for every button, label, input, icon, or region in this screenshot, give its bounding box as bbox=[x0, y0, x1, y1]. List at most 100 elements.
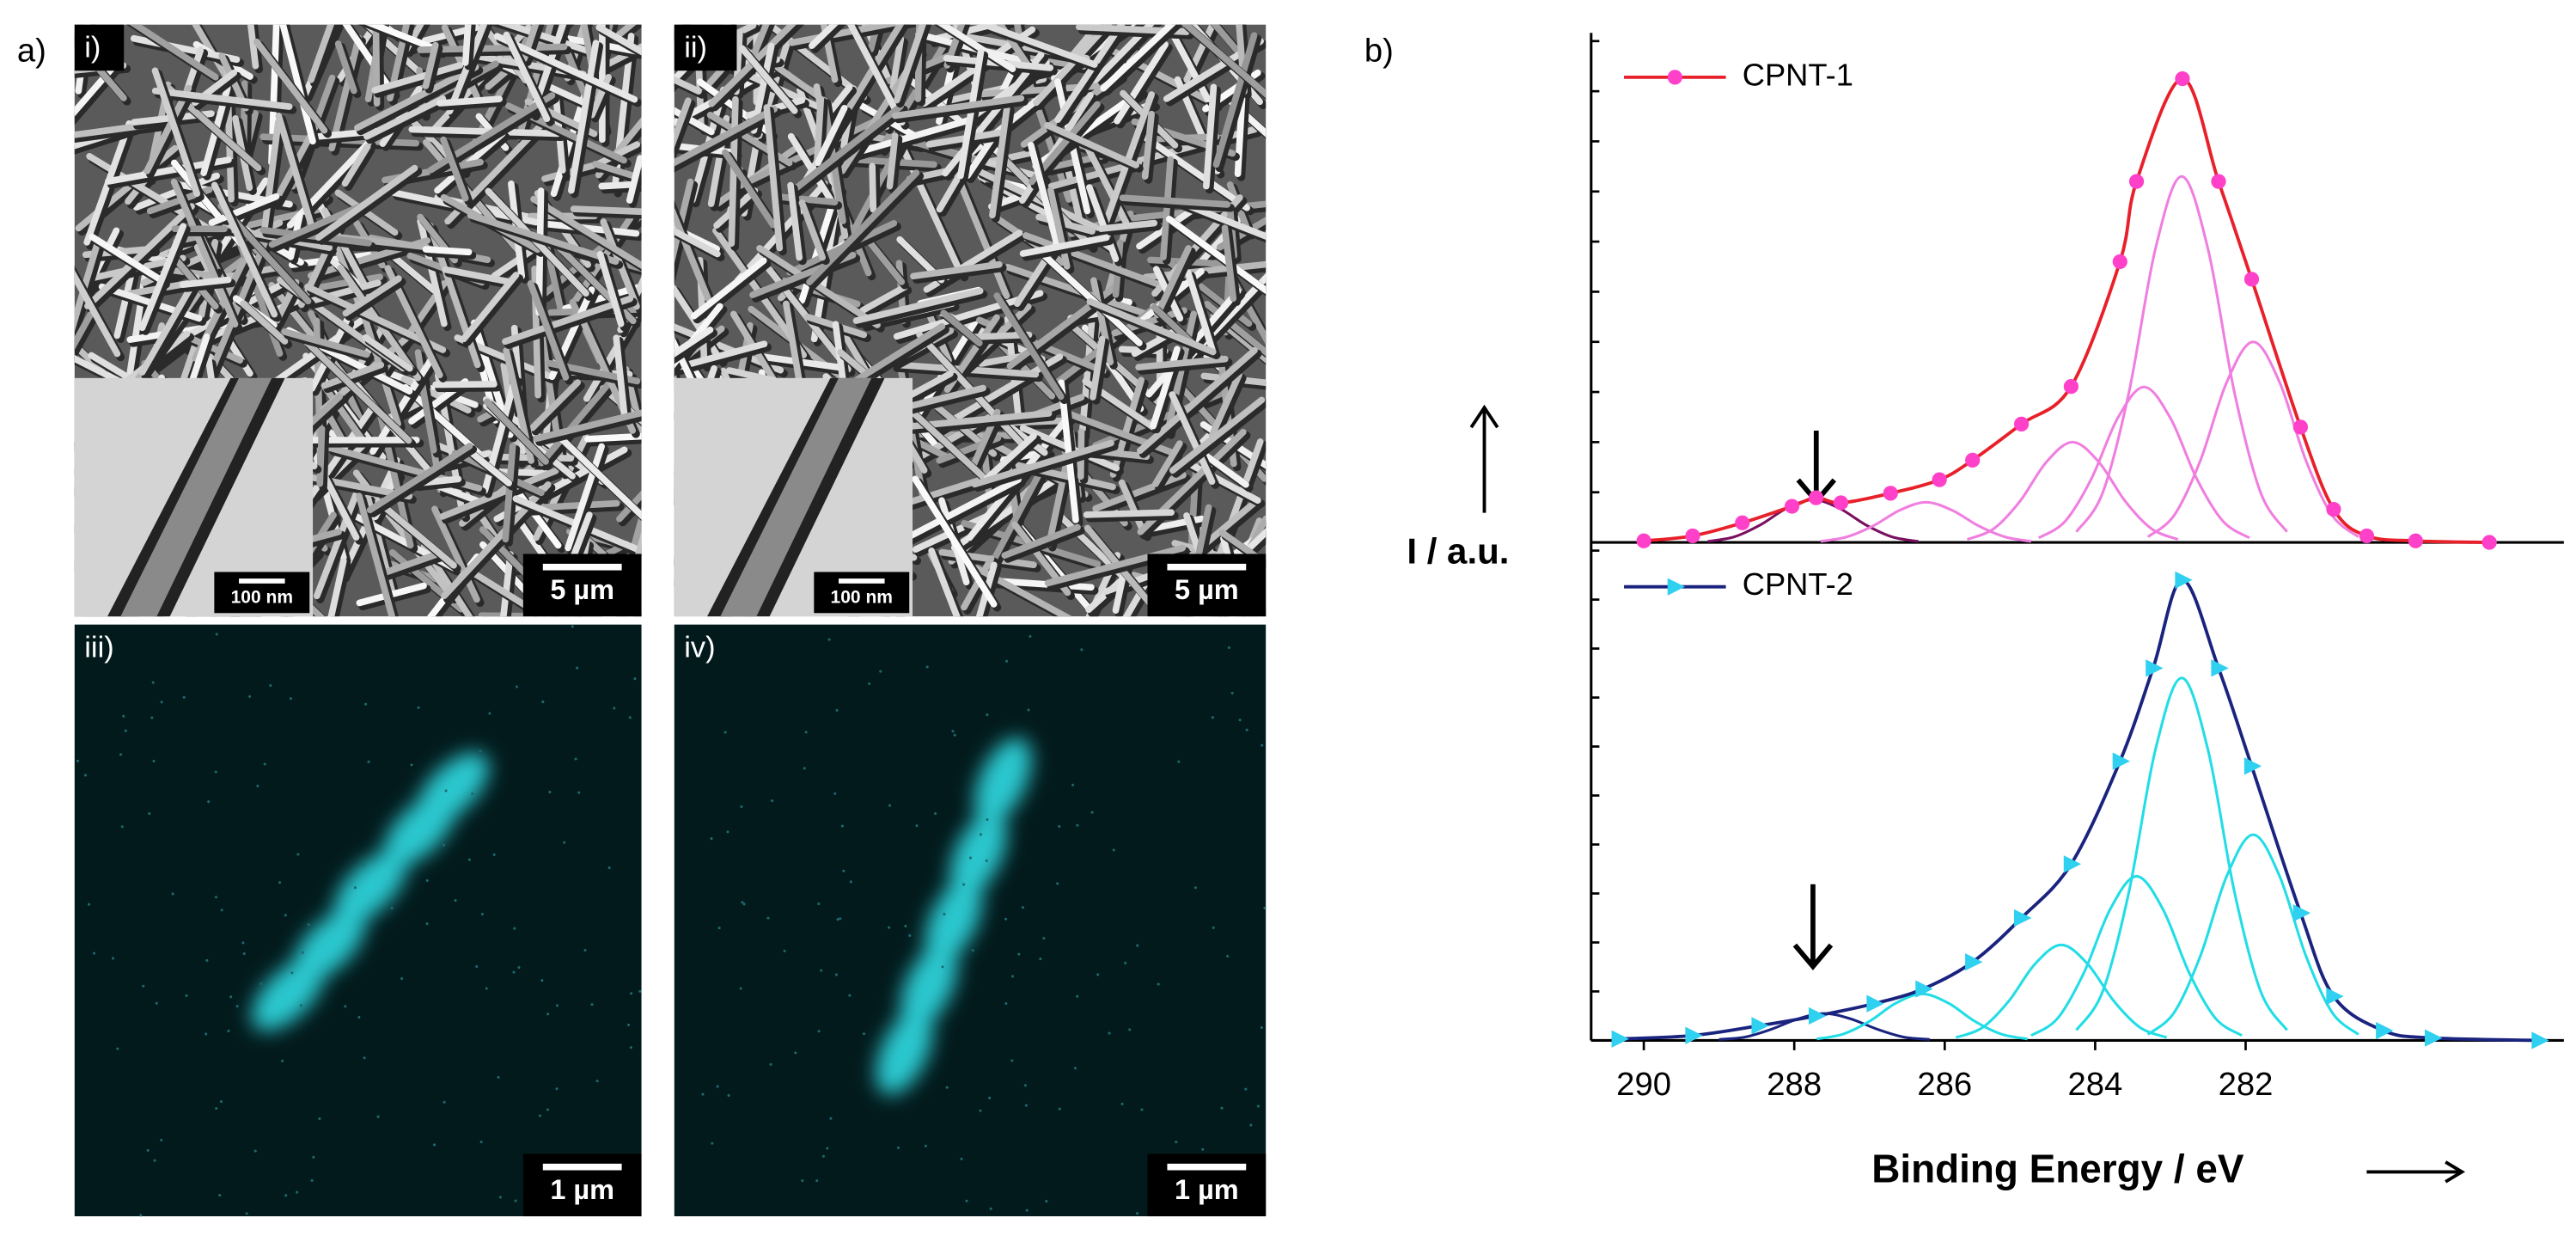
noise bbox=[444, 789, 448, 792]
noise bbox=[769, 1062, 772, 1066]
noise bbox=[1021, 906, 1024, 909]
fiber bbox=[484, 398, 549, 465]
fiber bbox=[442, 266, 512, 285]
noise bbox=[253, 1149, 257, 1153]
noise bbox=[207, 800, 211, 804]
fiber bbox=[342, 275, 402, 317]
fiber-shadow bbox=[210, 237, 274, 380]
noise bbox=[218, 1194, 222, 1197]
noise bbox=[182, 695, 186, 699]
noise bbox=[146, 1148, 150, 1152]
component-peak bbox=[2037, 385, 2250, 540]
panel-label: iv) bbox=[684, 631, 715, 664]
noise bbox=[607, 866, 611, 870]
data-point bbox=[1915, 980, 1933, 998]
fiber-shadow bbox=[382, 553, 446, 581]
fiber bbox=[151, 67, 201, 198]
noise bbox=[716, 1085, 719, 1088]
fiber bbox=[460, 272, 520, 343]
x-tick-label: 290 bbox=[1616, 1066, 1671, 1103]
fiber-shadow bbox=[817, 107, 852, 170]
fiber bbox=[957, 48, 985, 180]
panel-label: b) bbox=[1364, 32, 1394, 69]
fiber bbox=[1119, 194, 1231, 208]
noise bbox=[357, 1015, 361, 1019]
signal-blob bbox=[949, 811, 1007, 898]
noise bbox=[985, 859, 988, 862]
fiber-shadow bbox=[424, 44, 443, 94]
noise bbox=[953, 733, 956, 737]
fiber-shadow bbox=[737, 119, 885, 194]
noise bbox=[442, 843, 446, 847]
fiber-shadow bbox=[674, 343, 772, 377]
arrow bbox=[1792, 884, 1834, 970]
noise bbox=[471, 792, 474, 796]
fiber bbox=[431, 505, 480, 603]
fiber-shadow bbox=[810, 24, 846, 53]
fiber-shadow bbox=[406, 24, 430, 58]
x-tick-label: 282 bbox=[2219, 1066, 2274, 1103]
fiber-shadow bbox=[959, 51, 989, 184]
fiber-shadow bbox=[600, 46, 642, 76]
signal-blob bbox=[333, 851, 407, 924]
noise bbox=[88, 903, 91, 906]
noise bbox=[821, 1154, 825, 1158]
fiber-shadow bbox=[1156, 248, 1196, 323]
fiber-shadow bbox=[618, 495, 642, 527]
fiber bbox=[1196, 447, 1249, 488]
fiber bbox=[528, 379, 581, 431]
fiber bbox=[584, 432, 642, 443]
noise bbox=[235, 1005, 239, 1008]
noise bbox=[151, 681, 155, 684]
fiber bbox=[1019, 234, 1110, 257]
noise bbox=[1230, 691, 1234, 694]
fiber bbox=[912, 475, 998, 608]
fiber bbox=[1141, 110, 1155, 181]
fiber bbox=[1086, 297, 1217, 356]
fiber-shadow bbox=[1091, 338, 1110, 405]
noise bbox=[120, 825, 124, 829]
fiber bbox=[595, 24, 642, 56]
noise bbox=[160, 1138, 163, 1142]
noise bbox=[541, 701, 545, 704]
data-point bbox=[2063, 379, 2079, 395]
fiber-shadow bbox=[531, 382, 585, 436]
noise bbox=[989, 1207, 992, 1210]
data-point bbox=[2112, 752, 2130, 770]
noise bbox=[241, 941, 245, 945]
panel-label: a) bbox=[17, 32, 46, 69]
noise bbox=[1140, 1108, 1144, 1111]
noise bbox=[367, 760, 370, 763]
fiber bbox=[408, 125, 561, 138]
noise bbox=[363, 1056, 366, 1060]
fiber-shadow bbox=[1154, 443, 1187, 492]
noise bbox=[960, 1157, 963, 1160]
component-peak bbox=[2030, 875, 2243, 1037]
fiber-shadow bbox=[914, 416, 996, 468]
noise bbox=[833, 792, 837, 795]
noise bbox=[204, 1032, 208, 1036]
fiber bbox=[1114, 40, 1169, 125]
fiber bbox=[739, 45, 798, 114]
fiber-shadow bbox=[1205, 86, 1222, 194]
noise bbox=[1238, 719, 1242, 722]
noise bbox=[475, 964, 479, 968]
fiber bbox=[1208, 371, 1242, 439]
noise bbox=[1244, 1087, 1248, 1091]
noise bbox=[296, 1190, 299, 1194]
noise bbox=[299, 1004, 302, 1007]
fiber bbox=[208, 193, 280, 226]
fiber-shadow bbox=[1030, 103, 1105, 190]
fiber-shadow bbox=[345, 278, 406, 321]
fiber-shadow bbox=[141, 277, 204, 380]
scale-label: 5 µm bbox=[1175, 574, 1239, 605]
fiber bbox=[113, 269, 135, 340]
fiber bbox=[975, 561, 998, 617]
legend-label: CPNT-2 bbox=[1743, 566, 1853, 602]
noise bbox=[479, 1141, 483, 1144]
noise bbox=[278, 881, 282, 884]
fiber bbox=[1221, 224, 1237, 303]
noise bbox=[827, 638, 831, 641]
fiber bbox=[1177, 199, 1267, 240]
noise bbox=[571, 625, 574, 628]
